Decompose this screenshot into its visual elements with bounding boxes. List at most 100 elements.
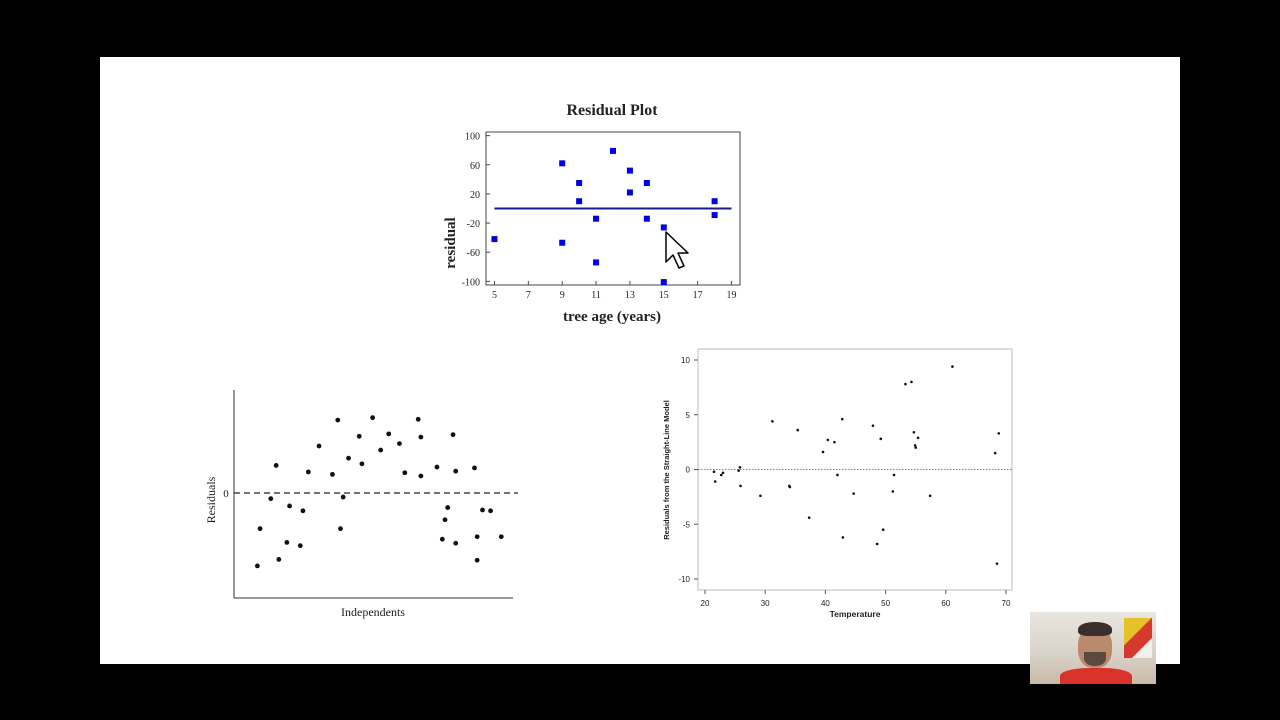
data-points [255,415,504,569]
x-axis-label: Temperature [830,609,881,619]
data-point [442,517,448,523]
data-point [711,198,718,205]
data-point [273,463,279,468]
x-tick-label: 30 [761,599,770,608]
data-point [643,215,650,222]
y-tick-label: -60 [467,248,480,259]
presenter-beard [1084,652,1106,666]
presenter-hair [1078,622,1112,636]
data-point [453,540,459,546]
zero-label: 0 [223,488,229,500]
y-tick-label: -10 [678,575,690,584]
data-point [453,468,459,474]
y-axis-label: Residuals from the Straight-Line Model [662,400,671,540]
x-tick-label: 50 [881,599,890,608]
y-axis-ticks: 100 60 20 -20 -60 -100 [462,132,490,288]
y-tick-label: 100 [465,132,480,143]
data-point [737,469,741,472]
data-point [255,563,260,569]
data-point [712,470,716,473]
y-tick-label: 5 [686,411,691,420]
y-axis-ticks: 10 5 0 -5 -10 [678,356,698,584]
data-point [338,526,343,532]
data-point [415,416,421,422]
x-tick-label: 11 [591,290,601,301]
x-tick-label: 20 [701,599,710,608]
y-axis-label: Residuals [204,476,218,523]
data-point [759,494,762,498]
data-point [914,446,917,449]
x-tick-label: 17 [693,290,703,301]
data-point [576,198,583,205]
x-tick-label: 15 [659,290,669,301]
data-point [474,534,480,540]
data-point [593,215,600,222]
x-tick-label: 5 [492,290,497,301]
data-point [445,505,451,510]
y-tick-label: -100 [462,277,480,288]
data-point [335,417,341,423]
data-point [892,473,896,477]
wall-art [1124,618,1152,658]
data-point [472,465,477,471]
data-point [951,365,954,368]
residuals-independents-chart: 0 Residuals Independents [204,390,518,619]
data-point [491,236,498,243]
data-point [788,485,792,489]
slide [100,57,1180,664]
webcam-video-thumbnail [1030,612,1156,684]
data-point [300,508,306,514]
data-point [402,470,408,476]
data-point [660,224,667,231]
data-point [796,428,800,432]
data-point [993,451,997,455]
mouse-cursor-icon [665,231,689,269]
chart-title: Residual Plot [566,102,658,119]
x-tick-label: 9 [560,290,565,301]
data-point [356,433,362,439]
data-point [330,471,335,477]
data-point [928,494,932,498]
data-point [660,279,667,286]
data-point [826,438,830,442]
data-point [434,464,440,470]
data-point [397,441,402,446]
data-point [287,503,292,509]
data-point [439,536,445,542]
x-axis-ticks: 5 7 9 11 13 15 17 19 [492,281,737,301]
data-point [626,189,633,196]
data-point [836,473,839,477]
data-point [879,437,883,441]
y-tick-label: 10 [681,356,690,365]
data-point [841,536,845,539]
data-points [491,147,718,286]
data-point [418,473,424,479]
data-point [833,440,836,444]
data-point [875,542,879,546]
data-point [807,516,811,519]
residual-plot-chart: Residual Plot 100 60 20 -20 -60 -100 5 7 9 11 13 1… [443,102,741,325]
data-point [916,436,920,440]
data-point [738,466,742,469]
data-point [771,420,774,423]
data-point [719,473,723,477]
data-point [739,484,742,488]
data-point [904,382,907,386]
x-axis-label: tree age (years) [563,309,661,325]
data-point [480,507,485,513]
plot-frame [485,131,741,286]
data-point [418,434,424,440]
y-tick-label: -5 [683,520,691,529]
data-point [711,212,718,219]
data-point [498,534,504,540]
data-point [912,430,916,434]
data-point [910,380,913,384]
y-tick-label: -20 [467,219,480,230]
x-tick-label: 40 [821,599,830,608]
y-tick-label: 20 [470,190,480,201]
data-point [559,160,566,167]
data-point [995,562,999,565]
data-point [913,444,917,447]
